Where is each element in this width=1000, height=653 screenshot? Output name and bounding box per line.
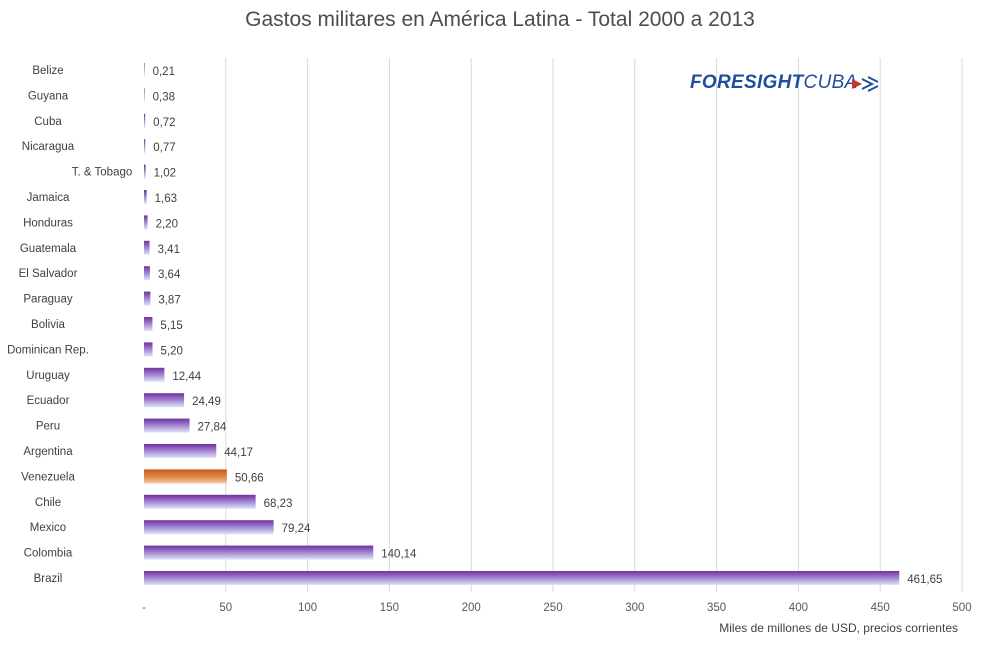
bar-colombia bbox=[144, 545, 374, 560]
x-axis-title: Miles de millones de USD, precios corrie… bbox=[719, 621, 958, 635]
category-label: Bolivia bbox=[31, 319, 65, 331]
x-axis-ticks: - 50 100 150 200 250 300 350 400 450 500 bbox=[142, 602, 972, 614]
data-label: 50,66 bbox=[235, 472, 264, 484]
x-tick-label: 500 bbox=[952, 602, 971, 614]
category-label: Brazil bbox=[34, 573, 63, 585]
gridlines bbox=[225, 58, 963, 592]
x-tick-label: 100 bbox=[298, 602, 317, 614]
category-label: Guatemala bbox=[20, 243, 77, 255]
category-label: Peru bbox=[36, 421, 60, 433]
data-label: 461,65 bbox=[907, 574, 942, 586]
logo-wordmark: FORESIGHTCUBA bbox=[690, 72, 858, 93]
category-label: Chile bbox=[35, 497, 61, 509]
data-label: 68,23 bbox=[264, 498, 293, 510]
bar-guatemala bbox=[144, 240, 150, 255]
data-label: 5,15 bbox=[160, 320, 182, 332]
category-label: El Salvador bbox=[19, 268, 78, 280]
bar-honduras bbox=[144, 215, 148, 230]
category-label: Colombia bbox=[24, 548, 73, 560]
data-label: 79,24 bbox=[282, 523, 311, 535]
category-label: Argentina bbox=[23, 446, 73, 458]
data-label: 140,14 bbox=[381, 549, 417, 561]
bar-cuba bbox=[144, 113, 146, 128]
category-label: Jamaica bbox=[27, 192, 70, 204]
data-label: 0,77 bbox=[153, 142, 175, 154]
category-label: Cuba bbox=[34, 116, 62, 128]
category-label: Paraguay bbox=[23, 294, 72, 306]
bar-brazil bbox=[144, 571, 900, 585]
bar-nicaragua bbox=[144, 139, 146, 154]
data-label: 5,20 bbox=[161, 345, 183, 357]
bar-ecuador bbox=[144, 393, 185, 408]
data-label: 2,20 bbox=[156, 218, 178, 230]
data-label: 3,64 bbox=[158, 269, 181, 281]
value-labels: 0,21 0,38 0,72 0,77 1,02 1,63 2,20 3,41 3,64 3,87… bbox=[153, 66, 943, 586]
category-label: Uruguay bbox=[26, 370, 70, 382]
data-label: 0,72 bbox=[153, 117, 175, 129]
bar-venezuela bbox=[144, 469, 227, 484]
category-label: Guyana bbox=[28, 90, 69, 102]
x-tick-label: 350 bbox=[707, 602, 726, 614]
bars bbox=[144, 63, 900, 585]
x-tick-label: 200 bbox=[462, 602, 481, 614]
category-label: Mexico bbox=[30, 522, 66, 534]
data-label: 24,49 bbox=[192, 396, 221, 408]
bar-t-tobago bbox=[144, 164, 146, 179]
bar-paraguay bbox=[144, 291, 151, 306]
category-labels: Belize Guyana Cuba Nicaragua T. & Tobago Jama… bbox=[7, 65, 132, 585]
data-label: 12,44 bbox=[172, 371, 201, 383]
chevrons-flag-icon bbox=[852, 76, 879, 92]
category-label: Ecuador bbox=[27, 395, 70, 407]
data-label: 27,84 bbox=[198, 422, 227, 434]
bar-jamaica bbox=[144, 190, 147, 204]
category-label: Belize bbox=[32, 65, 63, 77]
data-label: 1,02 bbox=[154, 168, 176, 180]
category-label: Venezuela bbox=[21, 471, 75, 483]
x-tick-label: 450 bbox=[871, 602, 890, 614]
bar-mexico bbox=[144, 520, 274, 535]
bar-guyana bbox=[144, 88, 145, 103]
category-label: Dominican Rep. bbox=[7, 344, 89, 356]
category-label: Nicaragua bbox=[22, 141, 75, 153]
data-label: 44,17 bbox=[224, 447, 253, 459]
data-label: 0,21 bbox=[153, 66, 175, 78]
category-label: T. & Tobago bbox=[72, 167, 133, 179]
chart-title: Gastos militares en América Latina - Tot… bbox=[245, 8, 755, 31]
data-label: 1,63 bbox=[155, 193, 177, 205]
bar-el-salvador bbox=[144, 266, 150, 281]
x-tick-label: - bbox=[142, 602, 146, 614]
bar-peru bbox=[144, 418, 190, 433]
category-label: Honduras bbox=[23, 217, 73, 229]
foresightcuba-logo: FORESIGHTCUBA bbox=[690, 72, 879, 102]
bar-bolivia bbox=[144, 317, 153, 331]
x-tick-label: 150 bbox=[380, 602, 399, 614]
x-tick-label: 300 bbox=[625, 602, 644, 614]
bar-dominican-rep bbox=[144, 342, 153, 357]
data-label: 0,38 bbox=[153, 91, 175, 103]
bar-uruguay bbox=[144, 367, 165, 382]
data-label: 3,87 bbox=[158, 295, 180, 307]
x-tick-label: 400 bbox=[789, 602, 808, 614]
x-tick-label: 250 bbox=[543, 602, 562, 614]
bar-argentina bbox=[144, 444, 217, 458]
data-label: 3,41 bbox=[158, 244, 180, 256]
x-tick-label: 50 bbox=[219, 602, 232, 614]
bar-chile bbox=[144, 494, 256, 509]
bar-belize bbox=[144, 63, 145, 77]
